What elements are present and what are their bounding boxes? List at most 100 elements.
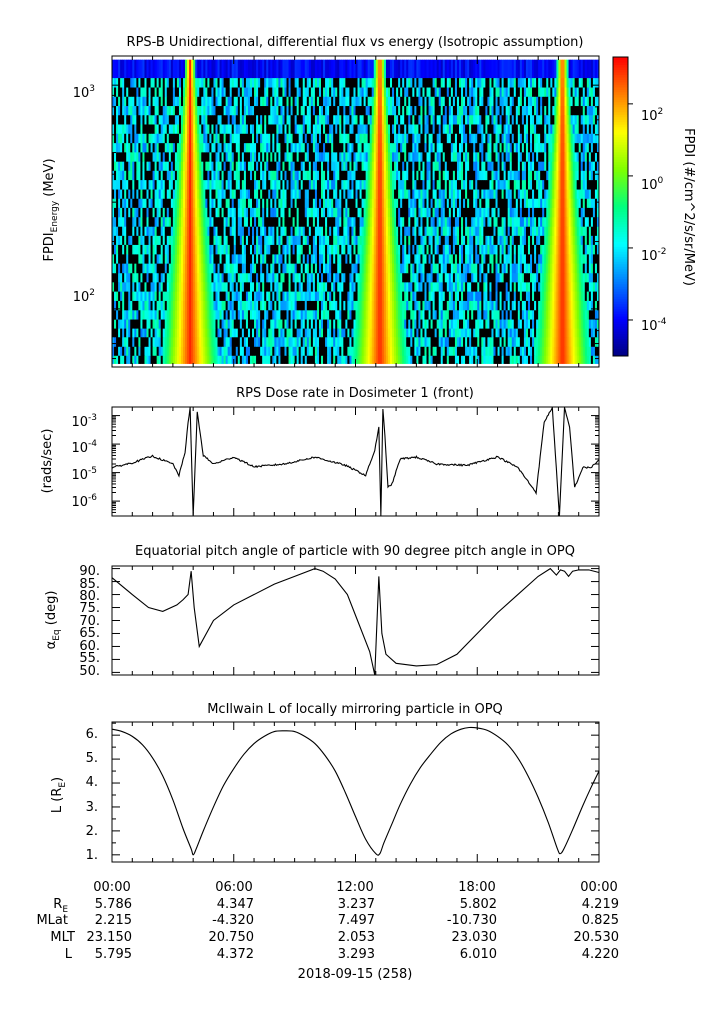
heatmap-cell [452, 300, 456, 311]
heatmap-cell [258, 198, 261, 208]
heatmap-cell [554, 244, 557, 255]
heatmap-cell [264, 309, 267, 320]
heatmap-cell [448, 281, 452, 292]
heatmap-cell [590, 198, 594, 208]
heatmap-cell [130, 189, 133, 199]
heatmap-cell [205, 309, 208, 320]
heatmap-cell [185, 336, 188, 347]
heatmap-cell [223, 281, 227, 292]
heatmap-cell [430, 272, 434, 283]
heatmap-cell [519, 179, 523, 190]
heatmap-cell [274, 346, 277, 356]
heatmap-cell [412, 355, 415, 364]
heatmap-cell [162, 170, 166, 181]
heatmap-cell [180, 291, 184, 301]
heatmap-cell [410, 328, 413, 338]
heatmap-cell [538, 309, 541, 320]
heatmap-cell [345, 244, 348, 255]
heatmap-cell [290, 346, 293, 356]
heatmap-cell [134, 281, 137, 292]
heatmap-cell [491, 207, 494, 218]
heatmap-cell [187, 319, 190, 329]
heatmap-cell [130, 235, 133, 245]
heatmap-cell [381, 346, 385, 356]
heatmap-cell [256, 291, 259, 301]
heatmap-cell [446, 272, 450, 283]
heatmap-cell [424, 179, 427, 190]
heatmap-cell [363, 179, 367, 190]
heatmap-cell [489, 300, 492, 311]
heatmap-cell [471, 281, 474, 292]
heatmap-cell [410, 179, 413, 190]
heatmap-cell [229, 216, 233, 227]
heatmap-cell [436, 189, 440, 199]
heatmap-cell [156, 244, 160, 255]
heatmap-cell [379, 355, 383, 364]
heatmap-cell [138, 309, 141, 320]
heatmap-cell [517, 328, 521, 338]
heatmap-cell [519, 272, 523, 283]
heatmap-cell [327, 291, 330, 301]
heatmap-cell [507, 319, 511, 329]
heatmap-cell [225, 207, 229, 218]
heatmap-cell [394, 235, 397, 245]
heatmap-cell [538, 216, 541, 227]
heatmap-cell [424, 291, 427, 301]
heatmap-cell [302, 253, 306, 264]
heatmap-cell [465, 198, 468, 208]
heatmap-cell [404, 319, 407, 329]
heatmap-cell [412, 328, 415, 338]
heatmap-cell [452, 226, 456, 236]
heatmap-cell [331, 207, 334, 218]
heatmap-cell [156, 189, 160, 199]
heatmap-cell [323, 309, 326, 320]
heatmap-cell [343, 336, 346, 347]
heatmap-cell [410, 216, 413, 227]
heatmap-cell [207, 244, 210, 255]
heatmap-cell [491, 244, 494, 255]
heatmap-cell [400, 189, 403, 199]
heatmap-cell [544, 235, 547, 245]
heatmap-cell [258, 336, 261, 347]
heatmap-cell [329, 272, 332, 283]
heatmap-cell [578, 244, 582, 255]
heatmap-cell [556, 300, 559, 311]
heatmap-cell [199, 346, 202, 356]
heatmap-cell [475, 170, 478, 181]
heatmap-cell [249, 207, 253, 218]
heatmap-cell [590, 319, 594, 329]
heatmap-cell [256, 235, 259, 245]
heatmap-cell [166, 263, 170, 274]
heatmap-cell [538, 272, 541, 283]
heatmap-cell [276, 336, 279, 347]
heatmap-cell [296, 300, 300, 311]
heatmap-cell [564, 179, 567, 190]
heatmap-cell [138, 198, 141, 208]
heatmap-cell [164, 355, 168, 364]
heatmap-cell [256, 346, 259, 356]
heatmap-cell [576, 272, 580, 283]
heatmap-cell [286, 253, 289, 264]
heatmap-cell [217, 198, 220, 208]
heatmap-cell [363, 328, 367, 338]
heatmap-cell [517, 319, 521, 329]
heatmap-cell [312, 179, 316, 190]
heatmap-cell [560, 226, 563, 236]
heatmap-cell [290, 207, 293, 218]
heatmap-cell [197, 189, 200, 199]
heatmap-cell [249, 170, 253, 181]
heatmap-cell [479, 179, 482, 190]
heatmap-cell [247, 291, 251, 301]
heatmap-cell [140, 189, 143, 199]
heatmap-cell [302, 170, 306, 181]
heatmap-cell [341, 216, 344, 227]
heatmap-cell [387, 226, 391, 236]
heatmap-cell [193, 244, 196, 255]
heatmap-cell [530, 253, 533, 264]
heatmap-cell [193, 226, 196, 236]
heatmap-cell [272, 328, 275, 338]
heatmap-cell [189, 309, 192, 320]
heatmap-cell [458, 235, 462, 245]
heatmap-cell [519, 198, 523, 208]
heatmap-cell [347, 198, 350, 208]
